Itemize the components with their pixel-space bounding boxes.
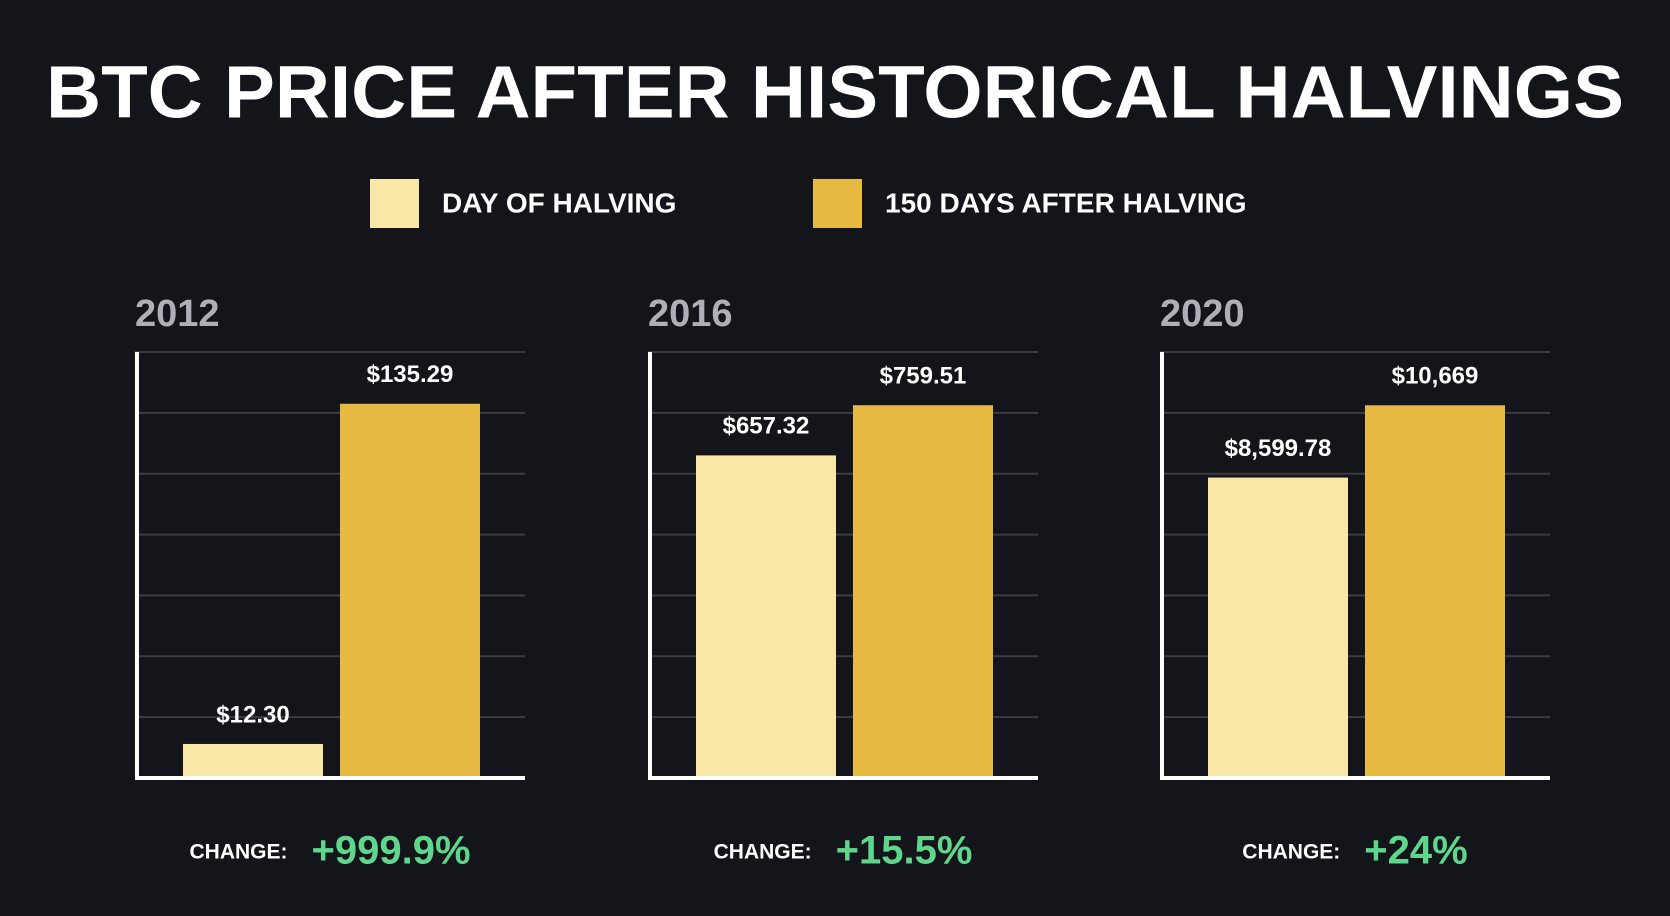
change-label: CHANGE: — [714, 841, 812, 864]
value-label: $135.29 — [367, 361, 454, 388]
bar — [853, 405, 993, 778]
legend-swatch — [370, 179, 419, 228]
value-label: $657.32 — [723, 413, 810, 440]
legend-swatch — [813, 179, 862, 228]
value-label: $759.51 — [880, 363, 967, 390]
chart-title: BTC PRICE AFTER HISTORICAL HALVINGS — [46, 51, 1624, 134]
axis — [135, 352, 525, 780]
legend-label: 150 DAYS AFTER HALVING — [885, 187, 1246, 218]
bar — [183, 743, 323, 778]
bar — [696, 455, 836, 778]
legend-label: DAY OF HALVING — [442, 187, 676, 218]
bar — [1365, 405, 1505, 778]
value-label: $10,669 — [1392, 363, 1479, 390]
value-label: $8,599.78 — [1225, 435, 1332, 462]
axis — [1160, 352, 1550, 780]
panel-title: 2012 — [135, 293, 220, 335]
panel-title: 2016 — [648, 293, 733, 335]
change-value: +24% — [1364, 829, 1467, 873]
change-value: +999.9% — [311, 829, 470, 873]
value-label: $12.30 — [216, 701, 289, 728]
bar — [1208, 477, 1348, 778]
axis — [648, 352, 1038, 780]
change-label: CHANGE: — [189, 841, 287, 864]
change-value: +15.5% — [836, 829, 973, 873]
change-label: CHANGE: — [1242, 841, 1340, 864]
bar — [340, 403, 480, 778]
panel-title: 2020 — [1160, 293, 1245, 335]
